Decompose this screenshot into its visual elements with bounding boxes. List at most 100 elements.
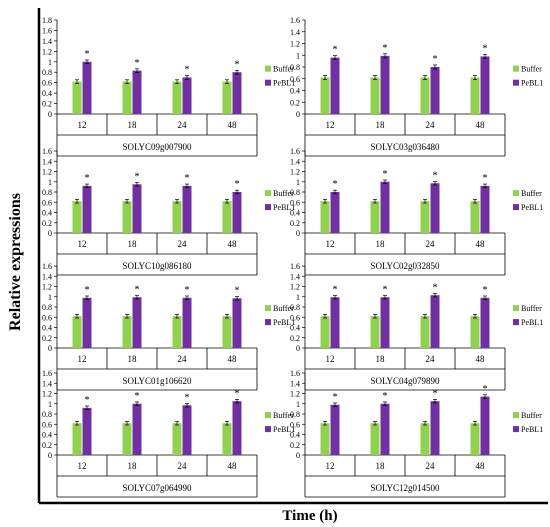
bar-pebl1 xyxy=(232,72,242,114)
significance-star: * xyxy=(333,284,338,295)
x-tick-label: 48 xyxy=(476,461,486,471)
y-tick-label: 0.6 xyxy=(290,198,300,207)
x-tick-label: 12 xyxy=(326,461,335,471)
y-tick-label: 1.2 xyxy=(42,283,52,292)
x-tick-label: 18 xyxy=(128,461,138,471)
bar-buffer xyxy=(320,201,330,233)
y-tick-label: 0.4 xyxy=(42,209,52,218)
significance-star: * xyxy=(483,384,488,395)
bar-buffer xyxy=(420,316,430,348)
y-tick-label: 0.8 xyxy=(42,188,52,197)
legend-label-buffer: Buffer xyxy=(273,189,294,198)
y-tick-label: 0.8 xyxy=(290,188,300,197)
significance-star: * xyxy=(433,170,438,181)
bar-buffer xyxy=(72,316,82,348)
y-tick-label: 1.4 xyxy=(290,272,300,281)
bar-buffer xyxy=(470,77,480,114)
x-tick-label: 18 xyxy=(128,354,138,364)
x-tick-label: 48 xyxy=(476,120,486,130)
y-tick-label: 1.2 xyxy=(42,47,52,56)
significance-star: * xyxy=(85,395,90,406)
y-tick-label: 0.8 xyxy=(290,63,300,72)
y-tick-label: 1.4 xyxy=(42,157,52,166)
bar-buffer xyxy=(172,316,182,348)
bar-buffer xyxy=(320,316,330,348)
significance-star: * xyxy=(333,45,338,56)
y-tick-label: 1.4 xyxy=(42,379,52,388)
bar-pebl1 xyxy=(82,407,92,455)
bar-buffer xyxy=(420,77,430,114)
chart-panel: 00.20.40.60.811.21.41.61.8SOLYC09g007900… xyxy=(42,16,295,157)
y-tick-label: 0.6 xyxy=(290,75,300,84)
y-tick-label: 0.4 xyxy=(42,89,52,98)
figure-ylabel: Relative expressions xyxy=(7,193,24,331)
panel-gene-title: SOLYC04g079890 xyxy=(370,376,440,386)
y-tick-label: 0 xyxy=(296,344,300,353)
panel-gene-title: SOLYC12g014500 xyxy=(370,483,440,493)
x-tick-label: 12 xyxy=(78,239,87,249)
y-tick-label: 1 xyxy=(48,400,52,409)
panel-gene-title: SOLYC10g086180 xyxy=(122,261,192,271)
legend-label-buffer: Buffer xyxy=(273,304,294,313)
y-tick-label: 0.6 xyxy=(42,313,52,322)
bar-pebl1 xyxy=(132,184,142,233)
y-tick-label: 0.8 xyxy=(42,68,52,77)
legend-swatch-pebl1 xyxy=(265,426,271,433)
significance-star: * xyxy=(85,285,90,296)
significance-star: * xyxy=(383,284,388,295)
legend-swatch-pebl1 xyxy=(513,426,519,433)
y-tick-label: 1.4 xyxy=(42,272,52,281)
y-tick-label: 0 xyxy=(48,451,52,460)
bar-buffer xyxy=(370,77,380,114)
y-tick-label: 1 xyxy=(48,58,52,67)
x-tick-label: 18 xyxy=(376,354,386,364)
x-tick-label: 12 xyxy=(326,354,335,364)
y-tick-label: 1 xyxy=(296,400,300,409)
chart-panel: 00.20.40.60.811.21.41.6SOLYC02g03285012*… xyxy=(290,147,543,276)
y-tick-label: 1.6 xyxy=(42,147,52,156)
x-tick-label: 24 xyxy=(178,239,188,249)
bar-buffer xyxy=(122,81,132,114)
bar-pebl1 xyxy=(232,192,242,233)
bar-buffer xyxy=(320,423,330,455)
significance-star: * xyxy=(185,65,190,76)
bar-buffer xyxy=(72,81,82,114)
y-tick-label: 0.8 xyxy=(290,410,300,419)
significance-star: * xyxy=(433,282,438,293)
legend-label-pebl1: PeBL1 xyxy=(273,318,295,327)
y-tick-label: 0.4 xyxy=(290,324,300,333)
bar-pebl1 xyxy=(182,77,192,114)
y-tick-label: 1.2 xyxy=(290,40,300,49)
chart-panel: 00.20.40.60.811.21.41.6SOLYC04g07989012*… xyxy=(290,262,543,391)
bar-pebl1 xyxy=(480,185,490,233)
y-tick-label: 0.6 xyxy=(290,420,300,429)
y-tick-label: 0.8 xyxy=(42,303,52,312)
significance-star: * xyxy=(483,285,488,296)
legend-label-buffer: Buffer xyxy=(521,411,542,420)
significance-star: * xyxy=(383,169,388,180)
x-tick-label: 24 xyxy=(178,354,188,364)
legend-label-pebl1: PeBL1 xyxy=(273,425,295,434)
y-tick-label: 0.4 xyxy=(42,324,52,333)
significance-star: * xyxy=(135,391,140,402)
bar-buffer xyxy=(470,423,480,455)
panels: 00.20.40.60.811.21.41.61.8SOLYC09g007900… xyxy=(42,16,543,498)
y-tick-label: 1 xyxy=(296,178,300,187)
significance-star: * xyxy=(433,388,438,399)
chart-panel: 0 0.2 0.4 0.6 0.8 1 1.2 1.4 1.6 SOLYC03g036480 12 *… xyxy=(290,16,543,157)
legend-swatch-buffer xyxy=(265,305,271,312)
y-tick-label: 0.2 xyxy=(42,219,52,228)
y-tick-label: 1 xyxy=(48,293,52,302)
bar-pebl1 xyxy=(480,56,490,114)
y-tick-label: 1.4 xyxy=(42,37,52,46)
legend-swatch-buffer xyxy=(513,65,519,72)
bar-pebl1 xyxy=(380,181,390,233)
legend-swatch-pebl1 xyxy=(265,319,271,326)
x-tick-label: 18 xyxy=(128,120,138,130)
legend-label-pebl1: PeBL1 xyxy=(273,203,295,212)
x-tick-label: 24 xyxy=(178,461,188,471)
bar-buffer xyxy=(222,201,232,233)
y-tick-label: 0.4 xyxy=(290,87,300,96)
significance-star: * xyxy=(483,43,488,54)
significance-star: * xyxy=(235,285,240,296)
